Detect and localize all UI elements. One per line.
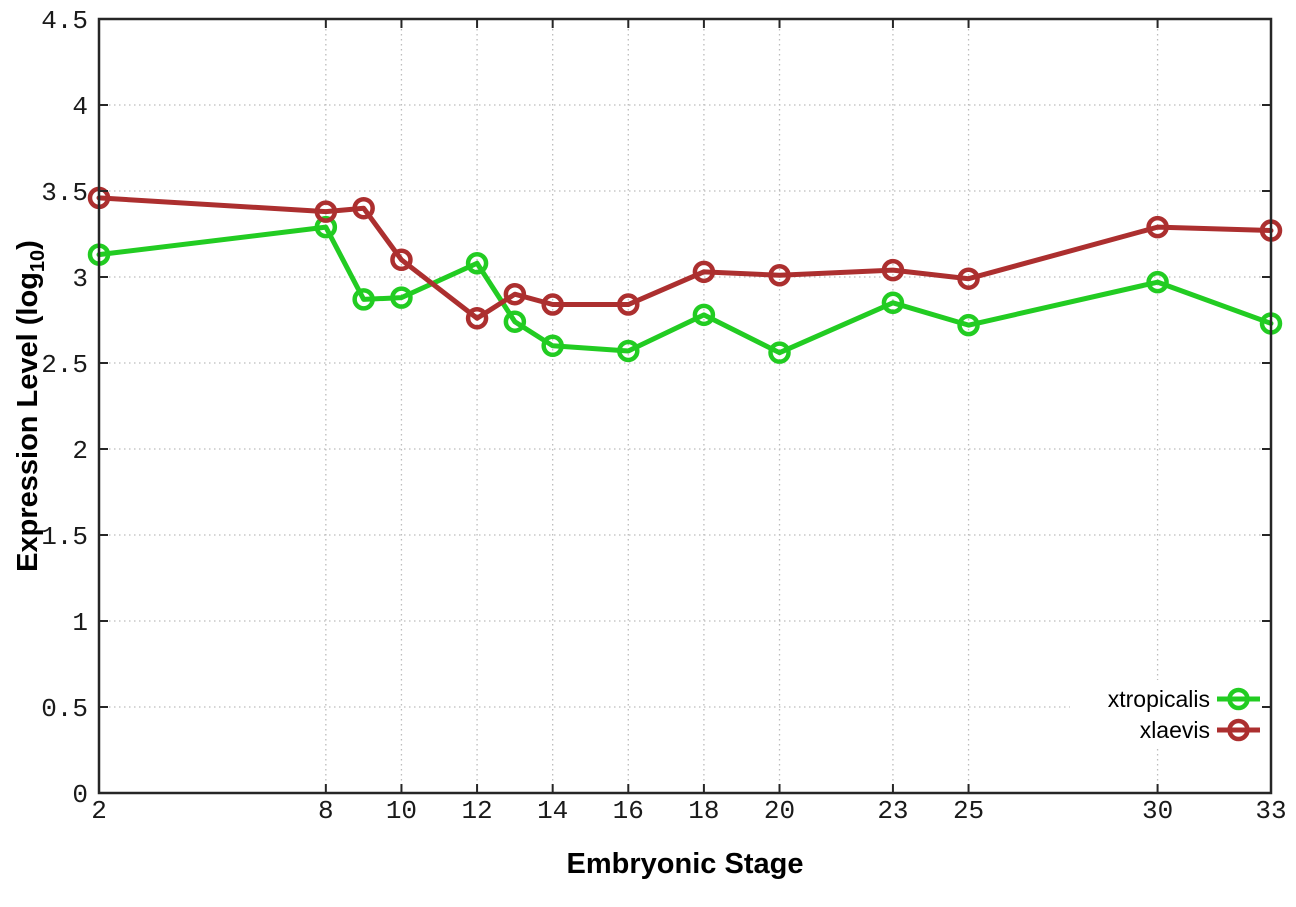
tick-labels: 2 8 10 12 14 16 18 20 23 25 30 33 0 0.5 1 1.5 2 2.5 3 3.5 4 4… xyxy=(41,6,1286,826)
y-tick-label: 4 xyxy=(72,92,88,122)
data-point-xtropicalis xyxy=(352,288,375,311)
x-tick-label: 25 xyxy=(953,796,984,826)
y-tick-label: 0.5 xyxy=(41,694,88,724)
data-point-xlaevis xyxy=(617,293,640,316)
plot-border xyxy=(97,17,1273,795)
x-tick-label: 2 xyxy=(91,796,107,826)
y-tick-label: 1 xyxy=(72,608,88,638)
data-point-xlaevis xyxy=(541,293,564,316)
x-tick-label: 20 xyxy=(764,796,795,826)
x-tick-label: 14 xyxy=(537,796,568,826)
data-point-xtropicalis xyxy=(465,251,489,275)
y-tick-label: 2.5 xyxy=(41,350,88,380)
y-tick-label: 0 xyxy=(72,780,88,810)
y-tick-label: 2 xyxy=(72,436,88,466)
data-point-xtropicalis xyxy=(314,215,338,239)
x-tick-label: 33 xyxy=(1255,796,1286,826)
x-tick-label: 12 xyxy=(461,796,492,826)
data-point-xtropicalis xyxy=(881,291,905,315)
x-tick-label: 23 xyxy=(877,796,908,826)
data-point-xlaevis xyxy=(692,260,716,284)
gridlines xyxy=(99,19,1271,793)
x-tick-label: 16 xyxy=(613,796,644,826)
legend-marker-xlaevis xyxy=(1227,718,1250,742)
y-tick-label: 1.5 xyxy=(41,522,88,552)
legend-marker-xtropicalis xyxy=(1227,687,1250,711)
data-point-xtropicalis xyxy=(957,313,980,337)
x-tick-label: 30 xyxy=(1142,796,1173,826)
x-axis-title: Embryonic Stage xyxy=(567,848,804,880)
y-axis-title-main: Expression Level (log xyxy=(12,272,44,572)
legend-label-xlaevis: xlaevis xyxy=(1140,717,1210,743)
y-axis-title-close: ) xyxy=(12,240,44,250)
data-point-xtropicalis xyxy=(390,286,413,309)
data-point-xlaevis xyxy=(390,248,413,272)
y-tick-label: 3 xyxy=(72,264,88,294)
data-point-xtropicalis xyxy=(541,334,564,358)
axis-ticks xyxy=(98,18,1272,794)
data-point-xtropicalis xyxy=(1146,270,1169,294)
legend-label-xtropicalis: xtropicalis xyxy=(1108,686,1210,712)
data-point-xlaevis xyxy=(352,196,375,220)
data-point-xlaevis xyxy=(503,282,527,306)
data-point-xtropicalis xyxy=(768,341,791,364)
data-point-xtropicalis xyxy=(503,310,527,333)
x-tick-label: 18 xyxy=(688,796,719,826)
chart-line-xlaevis xyxy=(96,195,1274,321)
data-point-xlaevis xyxy=(1146,215,1169,239)
plot-border-rect xyxy=(97,17,1273,795)
data-point-xlaevis xyxy=(465,307,489,330)
legend: xtropicalis xlaevis xyxy=(1108,686,1260,743)
y-axis-title-subscript: 10 xyxy=(27,250,49,272)
chart-line-xtropicalis xyxy=(96,224,1274,356)
y-axis-title: Expression Level (log10) xyxy=(12,240,49,572)
y-tick-label: 4.5 xyxy=(41,6,88,36)
data-point-xtropicalis xyxy=(692,303,716,327)
x-tick-label: 8 xyxy=(318,796,334,826)
data-point-xlaevis xyxy=(881,258,905,282)
data-point-xlaevis xyxy=(314,200,338,223)
y-tick-label: 3.5 xyxy=(41,178,88,208)
x-tick-label: 10 xyxy=(386,796,417,826)
data-point-xtropicalis xyxy=(617,339,640,363)
data-point-xlaevis xyxy=(768,264,791,287)
series xyxy=(87,186,1283,364)
data-point-xlaevis xyxy=(957,267,980,290)
